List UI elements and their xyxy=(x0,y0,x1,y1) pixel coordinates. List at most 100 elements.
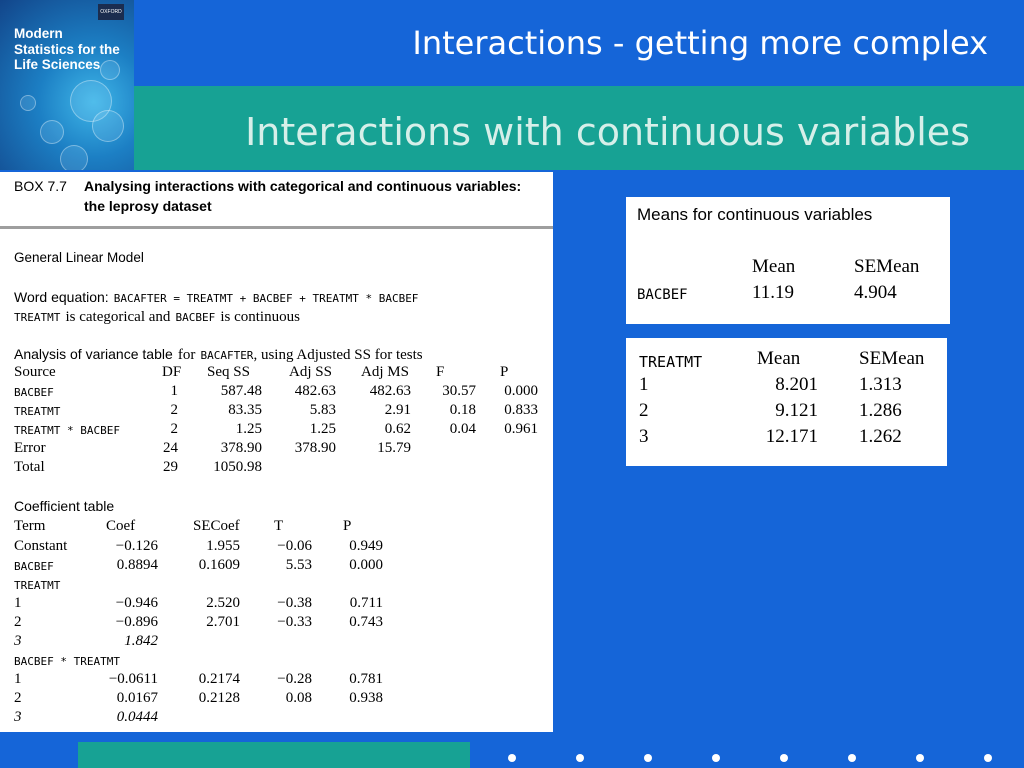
footer-dot xyxy=(848,754,856,762)
anova-cell: 5.83 xyxy=(309,402,336,418)
treatment-semean: 1.286 xyxy=(859,400,902,421)
treatment-level: 2 xyxy=(639,400,649,421)
coef-header-1: Coef xyxy=(106,518,136,534)
treatment-mean: 9.121 xyxy=(775,400,818,421)
anova-header-1: DF xyxy=(162,364,182,380)
slide-title: Interactions - getting more complex xyxy=(412,24,988,62)
coef-cell: −0.946 xyxy=(115,595,158,611)
coef-cell: −0.0611 xyxy=(108,671,158,687)
anova-cell: 482.63 xyxy=(369,383,411,399)
treatment-mean: 8.201 xyxy=(775,374,818,395)
footer-teal-bar xyxy=(78,742,470,768)
anova-cell: 2 xyxy=(170,421,179,437)
treatment-mean-header: Mean xyxy=(757,348,801,369)
box-heading-line2: the leprosy dataset xyxy=(84,198,212,214)
coef-cell: 0.8894 xyxy=(116,557,158,573)
coef-header-0: Term xyxy=(14,518,46,534)
treatment-means-panel: TREATMT Mean SEMean 1 8.201 1.313 2 9.121 1.2… xyxy=(626,338,947,466)
coef-term-cell: 1 xyxy=(14,671,22,687)
footer-dot xyxy=(984,754,992,762)
coef-header-4: P xyxy=(343,518,352,534)
coef-cell: 0.2128 xyxy=(198,690,240,706)
anova-cell: 1.25 xyxy=(235,421,262,437)
treatment-label: TREATMT xyxy=(639,353,703,371)
continuous-means-title: Means for continuous variables xyxy=(637,205,873,224)
coef-term-cell: BACBEF * TREATMT xyxy=(14,655,120,668)
divider xyxy=(0,226,553,229)
continuous-mean-header: Mean xyxy=(752,256,796,277)
anova-cell: 0.04 xyxy=(449,421,476,437)
coef-cell: 0.711 xyxy=(349,595,383,611)
continuous-mean-value: 11.19 xyxy=(752,282,795,303)
anova-header-0: Source xyxy=(14,364,56,380)
anova-cell: 15.79 xyxy=(377,440,411,456)
continuous-semean-header: SEMean xyxy=(854,256,920,277)
coef-cell: −0.28 xyxy=(277,671,312,687)
word-equation-formula: BACAFTER = TREATMT + BACBEF + TREATMT * … xyxy=(113,292,419,305)
footer-dot xyxy=(644,754,652,762)
coef-term-cell: BACBEF xyxy=(14,560,54,573)
anova-source-cell: Total xyxy=(14,459,45,475)
coef-cell: 1.842 xyxy=(124,633,158,649)
coef-term-cell: 3 xyxy=(14,709,22,725)
coef-cell: 0.0444 xyxy=(116,709,158,725)
coef-term-cell: 2 xyxy=(14,614,22,630)
footer-dot xyxy=(508,754,516,762)
continuous-semean-value: 4.904 xyxy=(854,282,897,303)
anova-cell: 29 xyxy=(163,459,178,475)
coef-cell: 1.955 xyxy=(206,538,240,554)
anova-cell: 1.25 xyxy=(309,421,336,437)
anova-cell: 2 xyxy=(170,402,179,418)
footer-dot xyxy=(916,754,924,762)
box-number: BOX 7.7 xyxy=(14,178,67,194)
treatment-semean: 1.313 xyxy=(859,374,902,395)
coef-cell: 0.781 xyxy=(349,671,383,687)
anova-cell: 83.35 xyxy=(228,402,262,418)
coef-cell: 5.53 xyxy=(285,557,312,573)
anova-cell: 0.18 xyxy=(449,402,476,418)
box-heading-line1: Analysing interactions with categorical … xyxy=(84,178,522,194)
anova-cell: 0.62 xyxy=(384,421,411,437)
anova-source-cell: TREATMT xyxy=(14,405,61,418)
footer-dot xyxy=(780,754,788,762)
coef-cell: 0.743 xyxy=(349,614,383,630)
anova-cell: 24 xyxy=(163,440,178,456)
coef-cell: 0.949 xyxy=(349,538,383,554)
coef-cell: 0.000 xyxy=(349,557,383,573)
anova-cell: 1 xyxy=(170,383,179,399)
glm-title: General Linear Model xyxy=(14,250,144,265)
coef-term-cell: Constant xyxy=(14,538,68,554)
cover-bubbles-decoration xyxy=(0,0,134,170)
coef-cell: −0.896 xyxy=(115,614,158,630)
anova-cell: 378.90 xyxy=(220,440,262,456)
coef-cell: 0.08 xyxy=(285,690,312,706)
anova-cell: 0.833 xyxy=(504,402,538,418)
anova-cell: 482.63 xyxy=(294,383,336,399)
coef-title: Coefficient table xyxy=(14,498,115,514)
coef-header-2: SECoef xyxy=(193,518,240,534)
coef-cell: −0.126 xyxy=(115,538,158,554)
continuous-row-label: BACBEF xyxy=(637,287,688,303)
anova-cell: 2.91 xyxy=(384,402,411,418)
coef-term-cell: 1 xyxy=(14,595,22,611)
cover-title: Modern Statistics for the Life Sciences xyxy=(14,26,120,72)
anova-cell: 0.000 xyxy=(504,383,538,399)
anova-header-3: Adj SS xyxy=(289,364,332,380)
book-cover-image: OXFORD Modern Statistics for the Life Sc… xyxy=(0,0,134,170)
anova-cell: 1050.98 xyxy=(213,459,262,475)
coef-cell: 0.2174 xyxy=(198,671,240,687)
header-band xyxy=(0,0,1024,86)
coef-cell: −0.06 xyxy=(277,538,312,554)
anova-source-cell: Error xyxy=(14,440,46,456)
anova-header-5: F xyxy=(436,364,445,380)
treatment-mean: 12.171 xyxy=(765,426,818,447)
anova-cell: 587.48 xyxy=(220,383,262,399)
subtitle-band xyxy=(134,86,1024,170)
footer-dot xyxy=(576,754,584,762)
oxford-logo: OXFORD xyxy=(98,4,124,20)
treatment-semean-header: SEMean xyxy=(859,348,925,369)
anova-title: Analysis of variance table for BACAFTER,… xyxy=(14,346,423,363)
equation-note: TREATMT is categorical and BACBEF is con… xyxy=(14,309,300,325)
slide-subtitle: Interactions with continuous variables xyxy=(245,110,970,154)
coef-cell: 0.0167 xyxy=(116,690,158,706)
